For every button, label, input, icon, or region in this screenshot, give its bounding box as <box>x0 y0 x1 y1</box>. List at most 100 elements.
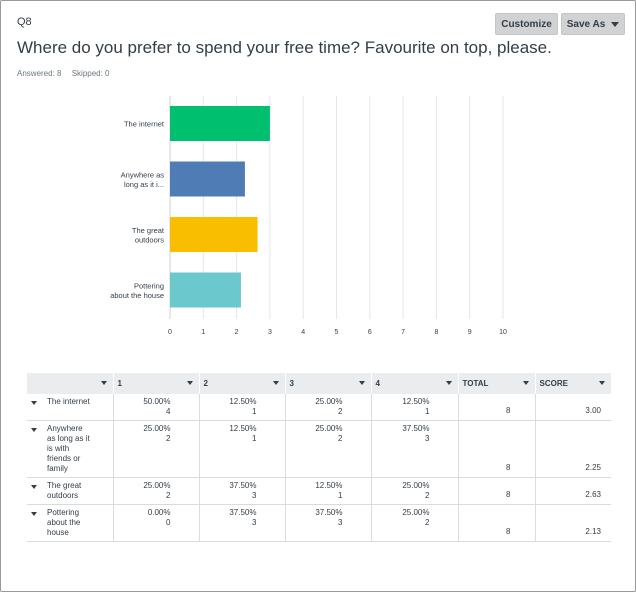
column-header-label: 4 <box>375 379 380 388</box>
cell-percent: 50.00% <box>143 397 171 406</box>
table-row: The internet 50.00% 4 12.50% 1 25.00% 2 12.50% 1… <box>27 394 611 421</box>
rank-cell: 37.50% 3 <box>199 504 286 542</box>
cell-percent: 12.50% <box>402 397 430 406</box>
bar[interactable] <box>170 217 258 252</box>
skipped-count: Skipped: 0 <box>71 69 110 78</box>
rank-cell: 37.50% 3 <box>371 420 459 478</box>
category-label: Anywhere as <box>121 170 165 179</box>
table-row: Anywhere as long as it is with friends o… <box>27 420 611 478</box>
cell-count: 3 <box>252 491 257 500</box>
row-header: The great outdoors <box>27 477 114 505</box>
category-label: The great <box>132 226 165 235</box>
column-header[interactable]: SCORE <box>535 373 612 394</box>
cell-count: 2 <box>166 434 171 443</box>
cell-percent: 37.50% <box>229 481 257 490</box>
column-header-label: 1 <box>117 379 122 388</box>
column-header[interactable]: 4 <box>371 373 459 394</box>
table-row: Pottering about the house 0.00% 0 37.50% 3 37… <box>27 504 611 542</box>
x-tick-label: 8 <box>434 329 438 336</box>
row-header: Anywhere as long as it is with friends o… <box>27 420 114 478</box>
sort-dropdown-icon[interactable] <box>272 381 279 385</box>
column-header-label: 2 <box>203 379 208 388</box>
bar[interactable] <box>170 161 245 197</box>
x-tick-label: 4 <box>301 329 305 336</box>
column-header[interactable] <box>27 373 114 394</box>
x-tick-label: 9 <box>468 329 472 336</box>
column-header[interactable]: 1 <box>113 373 200 394</box>
score-cell: 2.63 <box>535 477 611 505</box>
column-header[interactable]: TOTAL <box>458 373 536 394</box>
rank-cell: 37.50% 3 <box>199 477 286 505</box>
customize-label: Customize <box>501 18 552 30</box>
cell-count: 1 <box>338 491 343 500</box>
column-header-label: 3 <box>289 379 294 388</box>
bar[interactable] <box>170 272 241 308</box>
cell-count: 2 <box>338 407 343 416</box>
category-label: Pottering <box>134 281 164 290</box>
total-cell: 8 <box>458 504 536 542</box>
cell-count: 2 <box>166 491 171 500</box>
row-label: Anywhere as long as it is with friends o… <box>47 424 90 473</box>
x-tick-label: 10 <box>499 329 507 336</box>
sort-dropdown-icon[interactable] <box>358 381 365 385</box>
cell-percent: 25.00% <box>143 481 171 490</box>
row-expand-icon[interactable] <box>31 512 37 516</box>
column-header-label: TOTAL <box>462 379 489 388</box>
score-cell: 2.25 <box>535 420 611 478</box>
response-stats: Answered: 8 Skipped: 0 <box>17 69 118 78</box>
cell-percent: 0.00% <box>147 508 171 517</box>
column-header[interactable]: 3 <box>285 373 372 394</box>
x-tick-label: 6 <box>368 329 372 336</box>
rank-cell: 0.00% 0 <box>113 504 200 542</box>
cell-count: 3 <box>425 434 430 443</box>
rank-cell: 12.50% 1 <box>199 420 286 478</box>
cell-count: 1 <box>425 407 430 416</box>
category-label: The internet <box>124 120 165 129</box>
sort-dropdown-icon[interactable] <box>522 381 529 385</box>
row-expand-icon[interactable] <box>31 401 37 405</box>
row-expand-icon[interactable] <box>31 428 37 432</box>
cell-count: 2 <box>338 434 343 443</box>
sort-dropdown-icon[interactable] <box>100 381 107 385</box>
cell-percent: 37.50% <box>229 508 257 517</box>
category-label: long as it i... <box>124 180 164 189</box>
cell-percent: 37.50% <box>315 508 343 517</box>
row-label: The internet <box>47 397 90 406</box>
bar-chart: 0 1 2 3 4 5 6 7 8 9 10 The internet Anywhere aslong … <box>110 96 507 336</box>
x-tick-label: 0 <box>168 329 172 336</box>
sort-dropdown-icon[interactable] <box>445 381 452 385</box>
cell-count: 0 <box>166 518 171 527</box>
cell-count: 1 <box>252 407 257 416</box>
total-cell: 8 <box>458 394 536 421</box>
cell-percent: 25.00% <box>143 424 171 433</box>
save-as-label: Save As <box>566 18 606 30</box>
row-label: Pottering about the house <box>47 508 81 537</box>
rank-cell: 25.00% 2 <box>113 477 200 505</box>
row-expand-icon[interactable] <box>31 485 37 489</box>
cell-percent: 25.00% <box>402 508 430 517</box>
cell-percent: 12.50% <box>315 481 343 490</box>
cell-count: 3 <box>338 518 343 527</box>
score-cell: 2.13 <box>535 504 611 542</box>
x-tick-label: 5 <box>335 329 339 336</box>
bar[interactable] <box>170 106 270 141</box>
customize-button[interactable]: Customize <box>495 13 558 35</box>
rank-cell: 25.00% 2 <box>371 477 459 505</box>
sort-dropdown-icon[interactable] <box>186 381 193 385</box>
row-header: Pottering about the house <box>27 504 114 542</box>
question-title: Where do you prefer to spend your free t… <box>17 38 552 57</box>
cell-percent: 25.00% <box>315 424 343 433</box>
column-header[interactable]: 2 <box>199 373 286 394</box>
answered-count: Answered: 8 <box>17 69 62 78</box>
chevron-down-icon <box>611 21 620 27</box>
row-label: The great outdoors <box>47 481 82 500</box>
rank-cell: 25.00% 2 <box>285 420 372 478</box>
cell-percent: 25.00% <box>315 397 343 406</box>
save-as-button[interactable]: Save As <box>561 13 625 35</box>
sort-dropdown-icon[interactable] <box>598 381 605 385</box>
cell-percent: 37.50% <box>402 424 430 433</box>
table-row: The great outdoors 25.00% 2 37.50% 3 12.50% 1 2… <box>27 477 611 505</box>
row-header: The internet <box>27 394 114 421</box>
table-header-row: 1 2 3 4 TOTAL SCORE <box>27 373 612 394</box>
